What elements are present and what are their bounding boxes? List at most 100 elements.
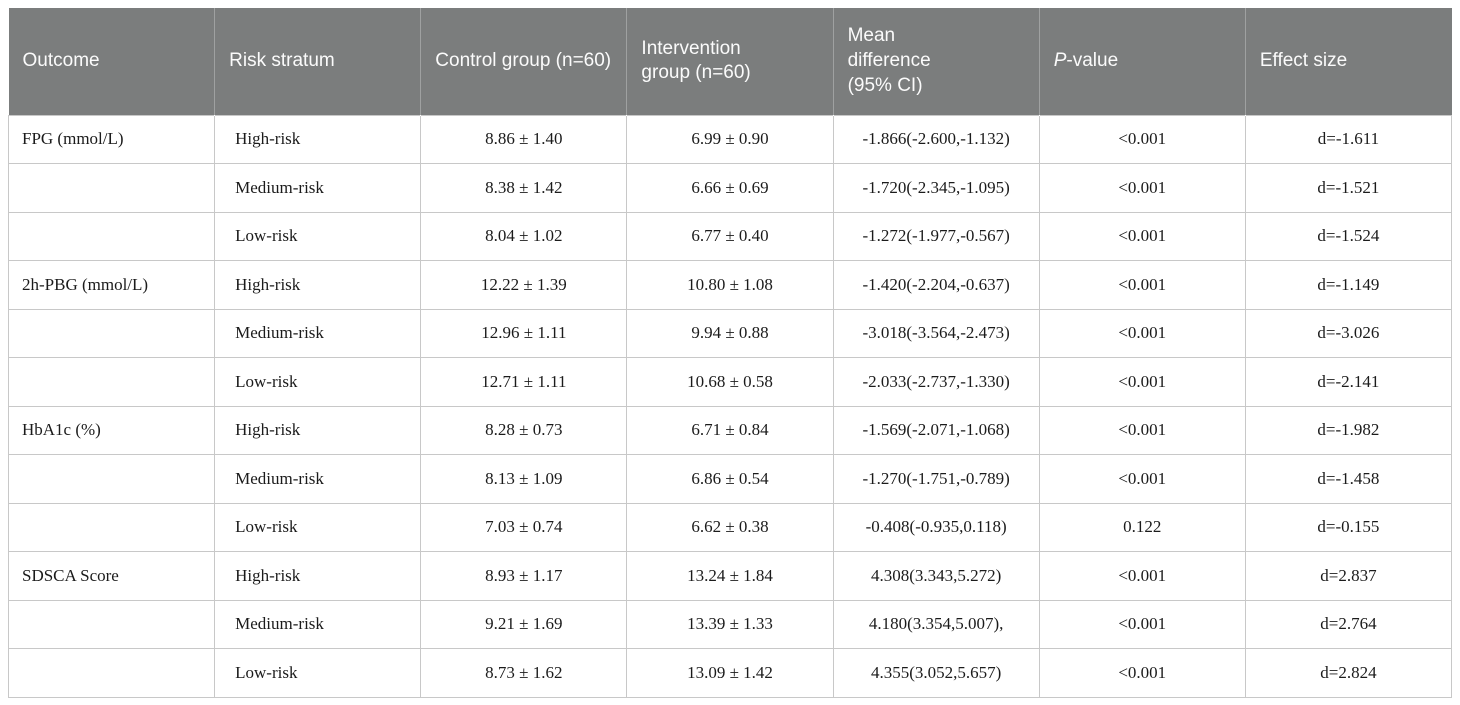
cell-control-group: 8.13 ± 1.09 xyxy=(420,454,628,504)
cell-intervention-group: 13.39 ± 1.33 xyxy=(626,599,834,649)
table-header: Outcome Risk stratum Control group (n=60) I… xyxy=(8,8,1452,115)
cell-effect-size: d=-1.521 xyxy=(1244,163,1453,213)
cell-p-value: <0.001 xyxy=(1038,308,1246,358)
table-row: HbA1c (%) High-risk 8.28 ± 0.73 6.71 ± 0.84… xyxy=(7,405,1453,455)
cell-p-value: <0.001 xyxy=(1038,211,1246,261)
cell-control-group: 7.03 ± 0.74 xyxy=(420,502,628,552)
cell-mean-difference: -1.569(-2.071,-1.068) xyxy=(832,405,1040,455)
cell-effect-size: d=-1.611 xyxy=(1244,114,1453,164)
cell-risk-stratum: Medium-risk xyxy=(214,599,422,649)
cell-control-group: 8.93 ± 1.17 xyxy=(420,551,628,601)
cell-intervention-group: 10.80 ± 1.08 xyxy=(626,260,834,310)
table-row: Medium-risk 12.96 ± 1.11 9.94 ± 0.88 -3.018… xyxy=(7,308,1453,358)
table-body: FPG (mmol/L) High-risk 8.86 ± 1.40 6.99 ± 0… xyxy=(7,114,1453,698)
cell-effect-size: d=-1.524 xyxy=(1244,211,1453,261)
cell-mean-difference: 4.355(3.052,5.657) xyxy=(832,648,1040,698)
cell-p-value: <0.001 xyxy=(1038,260,1246,310)
cell-risk-stratum: High-risk xyxy=(214,114,422,164)
cell-mean-difference: -2.033(-2.737,-1.330) xyxy=(832,357,1040,407)
italic-label-part: P xyxy=(1053,49,1067,71)
cell-p-value: <0.001 xyxy=(1038,114,1246,164)
table-row: Medium-risk 8.13 ± 1.09 6.86 ± 0.54 -1.270(… xyxy=(7,454,1453,504)
cell-intervention-group: 10.68 ± 0.58 xyxy=(626,357,834,407)
col-header-outcome: Outcome xyxy=(8,8,216,115)
cell-effect-size: d=-3.026 xyxy=(1244,308,1453,358)
cell-mean-difference: -1.720(-2.345,-1.095) xyxy=(832,163,1040,213)
cell-control-group: 12.22 ± 1.39 xyxy=(420,260,628,310)
col-header-mean-difference: Mean difference (95% CI) xyxy=(833,8,1040,115)
cell-outcome xyxy=(7,163,216,213)
cell-outcome xyxy=(7,648,216,698)
cell-outcome xyxy=(7,599,216,649)
cell-outcome: 2h-PBG (mmol/L) xyxy=(7,260,216,310)
cell-p-value: <0.001 xyxy=(1038,648,1246,698)
cell-intervention-group: 6.71 ± 0.84 xyxy=(626,405,834,455)
cell-control-group: 8.73 ± 1.62 xyxy=(420,648,628,698)
cell-intervention-group: 13.24 ± 1.84 xyxy=(626,551,834,601)
cell-control-group: 8.86 ± 1.40 xyxy=(420,114,628,164)
table-row: Low-risk 8.73 ± 1.62 13.09 ± 1.42 4.355(3.0… xyxy=(7,648,1453,698)
table-row: Low-risk 7.03 ± 0.74 6.62 ± 0.38 -0.408(-0.… xyxy=(7,502,1453,552)
cell-risk-stratum: Medium-risk xyxy=(214,454,422,504)
cell-p-value: <0.001 xyxy=(1038,551,1246,601)
cell-intervention-group: 6.62 ± 0.38 xyxy=(626,502,834,552)
cell-intervention-group: 6.99 ± 0.90 xyxy=(626,114,834,164)
table-row: FPG (mmol/L) High-risk 8.86 ± 1.40 6.99 ± 0… xyxy=(7,114,1453,164)
table-row: SDSCA Score High-risk 8.93 ± 1.17 13.24 ± 1… xyxy=(7,551,1453,601)
cell-risk-stratum: Medium-risk xyxy=(214,163,422,213)
cell-p-value: <0.001 xyxy=(1038,454,1246,504)
results-table-container: Outcome Risk stratum Control group (n=60) I… xyxy=(7,8,1453,698)
cell-control-group: 12.96 ± 1.11 xyxy=(420,308,628,358)
cell-outcome xyxy=(7,502,216,552)
cell-risk-stratum: Low-risk xyxy=(214,357,422,407)
cell-risk-stratum: Medium-risk xyxy=(214,308,422,358)
col-header-effect-size: Effect size xyxy=(1245,8,1452,115)
table-row: 2h-PBG (mmol/L) High-risk 12.22 ± 1.39 10.8… xyxy=(7,260,1453,310)
cell-p-value: <0.001 xyxy=(1038,405,1246,455)
cell-control-group: 9.21 ± 1.69 xyxy=(420,599,628,649)
cell-effect-size: d=-1.149 xyxy=(1244,260,1453,310)
col-header-risk-stratum: Risk stratum xyxy=(214,8,422,115)
cell-outcome xyxy=(7,454,216,504)
cell-risk-stratum: High-risk xyxy=(214,551,422,601)
cell-mean-difference: -1.866(-2.600,-1.132) xyxy=(832,114,1040,164)
cell-mean-difference: -0.408(-0.935,0.118) xyxy=(832,502,1040,552)
col-header-intervention-group: Intervention group (n=60) xyxy=(626,8,834,115)
cell-risk-stratum: Low-risk xyxy=(214,502,422,552)
cell-risk-stratum: Low-risk xyxy=(214,211,422,261)
table-row: Medium-risk 8.38 ± 1.42 6.66 ± 0.69 -1.720(… xyxy=(7,163,1453,213)
cell-effect-size: d=2.764 xyxy=(1244,599,1453,649)
cell-p-value: <0.001 xyxy=(1038,599,1246,649)
cell-risk-stratum: Low-risk xyxy=(214,648,422,698)
cell-risk-stratum: High-risk xyxy=(214,260,422,310)
cell-outcome: SDSCA Score xyxy=(7,551,216,601)
cell-control-group: 12.71 ± 1.11 xyxy=(420,357,628,407)
cell-effect-size: d=-1.982 xyxy=(1244,405,1453,455)
cell-mean-difference: -3.018(-3.564,-2.473) xyxy=(832,308,1040,358)
cell-risk-stratum: High-risk xyxy=(214,405,422,455)
cell-mean-difference: -1.420(-2.204,-0.637) xyxy=(832,260,1040,310)
cell-control-group: 8.28 ± 0.73 xyxy=(420,405,628,455)
cell-mean-difference: -1.270(-1.751,-0.789) xyxy=(832,454,1040,504)
results-table: Outcome Risk stratum Control group (n=60) I… xyxy=(7,8,1453,698)
cell-intervention-group: 6.86 ± 0.54 xyxy=(626,454,834,504)
cell-effect-size: d=2.824 xyxy=(1244,648,1453,698)
table-row: Low-risk 8.04 ± 1.02 6.77 ± 0.40 -1.272(-1.… xyxy=(7,211,1453,261)
cell-effect-size: d=-0.155 xyxy=(1244,502,1453,552)
table-row: Low-risk 12.71 ± 1.11 10.68 ± 0.58 -2.033(-… xyxy=(7,357,1453,407)
cell-p-value: <0.001 xyxy=(1038,163,1246,213)
cell-outcome xyxy=(7,357,216,407)
cell-outcome xyxy=(7,308,216,358)
cell-outcome: HbA1c (%) xyxy=(7,405,216,455)
table-row: Medium-risk 9.21 ± 1.69 13.39 ± 1.33 4.180(… xyxy=(7,599,1453,649)
cell-effect-size: d=2.837 xyxy=(1244,551,1453,601)
cell-intervention-group: 6.77 ± 0.40 xyxy=(626,211,834,261)
cell-p-value: <0.001 xyxy=(1038,357,1246,407)
cell-p-value: 0.122 xyxy=(1038,502,1246,552)
cell-mean-difference: -1.272(-1.977,-0.567) xyxy=(832,211,1040,261)
cell-intervention-group: 13.09 ± 1.42 xyxy=(626,648,834,698)
header-row: Outcome Risk stratum Control group (n=60) I… xyxy=(8,8,1452,115)
cell-intervention-group: 6.66 ± 0.69 xyxy=(626,163,834,213)
col-header-p-value: P-value xyxy=(1039,8,1246,115)
cell-effect-size: d=-1.458 xyxy=(1244,454,1453,504)
